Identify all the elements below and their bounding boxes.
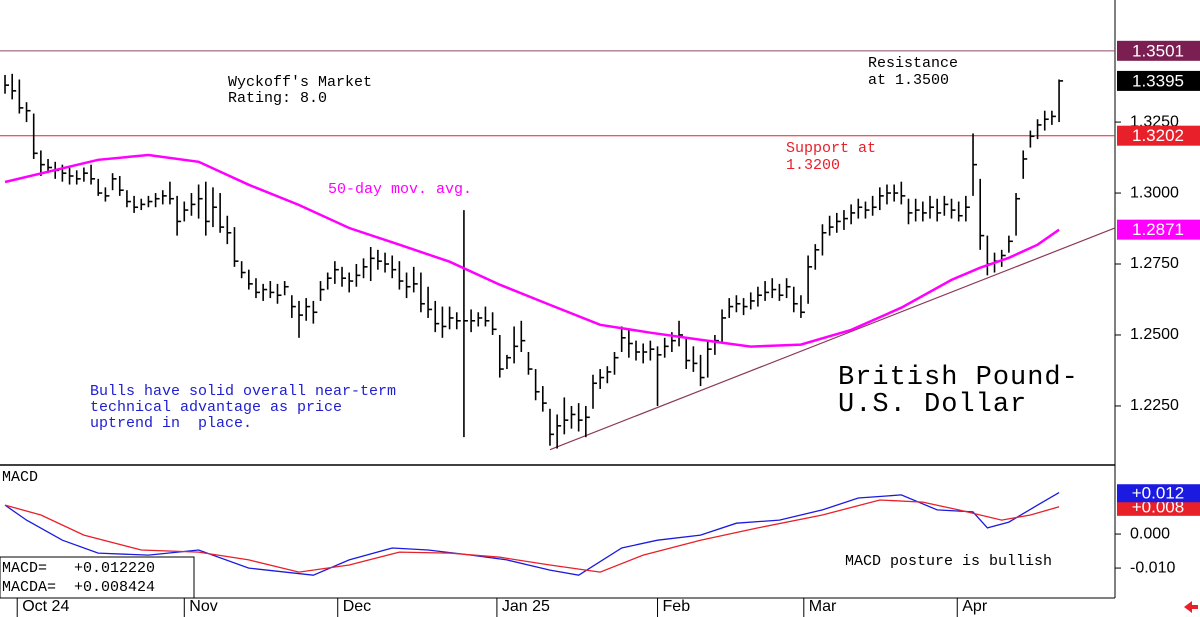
panel-title: MACD bbox=[2, 469, 38, 486]
price-label: 1.3395 bbox=[1132, 71, 1184, 90]
price-label-box bbox=[1117, 125, 1200, 146]
note: Bulls have solid overall near-term bbox=[90, 383, 396, 400]
y-tick-label: 0.000 bbox=[1130, 525, 1170, 542]
x-tick-label: Oct 24 bbox=[22, 598, 69, 615]
note: Wyckoff's Market bbox=[228, 74, 372, 91]
price-label-box bbox=[1117, 40, 1200, 61]
price-label: 1.3501 bbox=[1132, 41, 1184, 60]
macd-note: MACD posture is bullish bbox=[845, 553, 1052, 570]
y-tick-label: -0.010 bbox=[1130, 559, 1175, 576]
level-text: 1.3200 bbox=[786, 157, 840, 174]
note: technical advantage as price bbox=[90, 399, 342, 416]
x-tick-label: Dec bbox=[343, 598, 371, 615]
readout: MACD= +0.012220 bbox=[2, 560, 155, 577]
x-tick-label: Mar bbox=[809, 598, 837, 615]
y-tick-label: 1.2250 bbox=[1130, 397, 1179, 414]
x-tick-label: Apr bbox=[962, 598, 988, 615]
value-label-box bbox=[1117, 497, 1200, 516]
macd-line bbox=[4, 499, 1060, 573]
price-label-box bbox=[1117, 219, 1200, 240]
y-tick-label: 1.2750 bbox=[1130, 255, 1179, 272]
level-text: Support at bbox=[786, 140, 876, 157]
level-text: at 1.3500 bbox=[868, 72, 949, 89]
note: Rating: 8.0 bbox=[228, 90, 327, 107]
readout-box bbox=[0, 556, 195, 599]
value-label: +0.012 bbox=[1132, 484, 1184, 503]
arrow-icon bbox=[1184, 601, 1198, 613]
chart-title: British Pound- bbox=[838, 363, 1079, 393]
chart-title: U.S. Dollar bbox=[838, 390, 1027, 420]
moving-average bbox=[4, 153, 1060, 348]
readout: MACDA= +0.008424 bbox=[2, 579, 155, 596]
y-tick-label: 1.2500 bbox=[1130, 326, 1179, 343]
value-label-box bbox=[1117, 484, 1200, 503]
price-label: 1.3202 bbox=[1132, 126, 1184, 145]
trendline bbox=[549, 227, 1116, 451]
ma-label: 50-day mov. avg. bbox=[328, 181, 472, 198]
x-tick-label: Feb bbox=[663, 598, 691, 615]
x-tick-label: Jan 25 bbox=[502, 598, 550, 615]
price-label: 1.2871 bbox=[1132, 220, 1184, 239]
note: uptrend in place. bbox=[90, 415, 252, 432]
price-label-box bbox=[1117, 70, 1200, 91]
x-tick-label: Nov bbox=[189, 598, 217, 615]
y-tick-label: 1.3000 bbox=[1130, 184, 1179, 201]
level-text: Resistance bbox=[868, 55, 958, 72]
